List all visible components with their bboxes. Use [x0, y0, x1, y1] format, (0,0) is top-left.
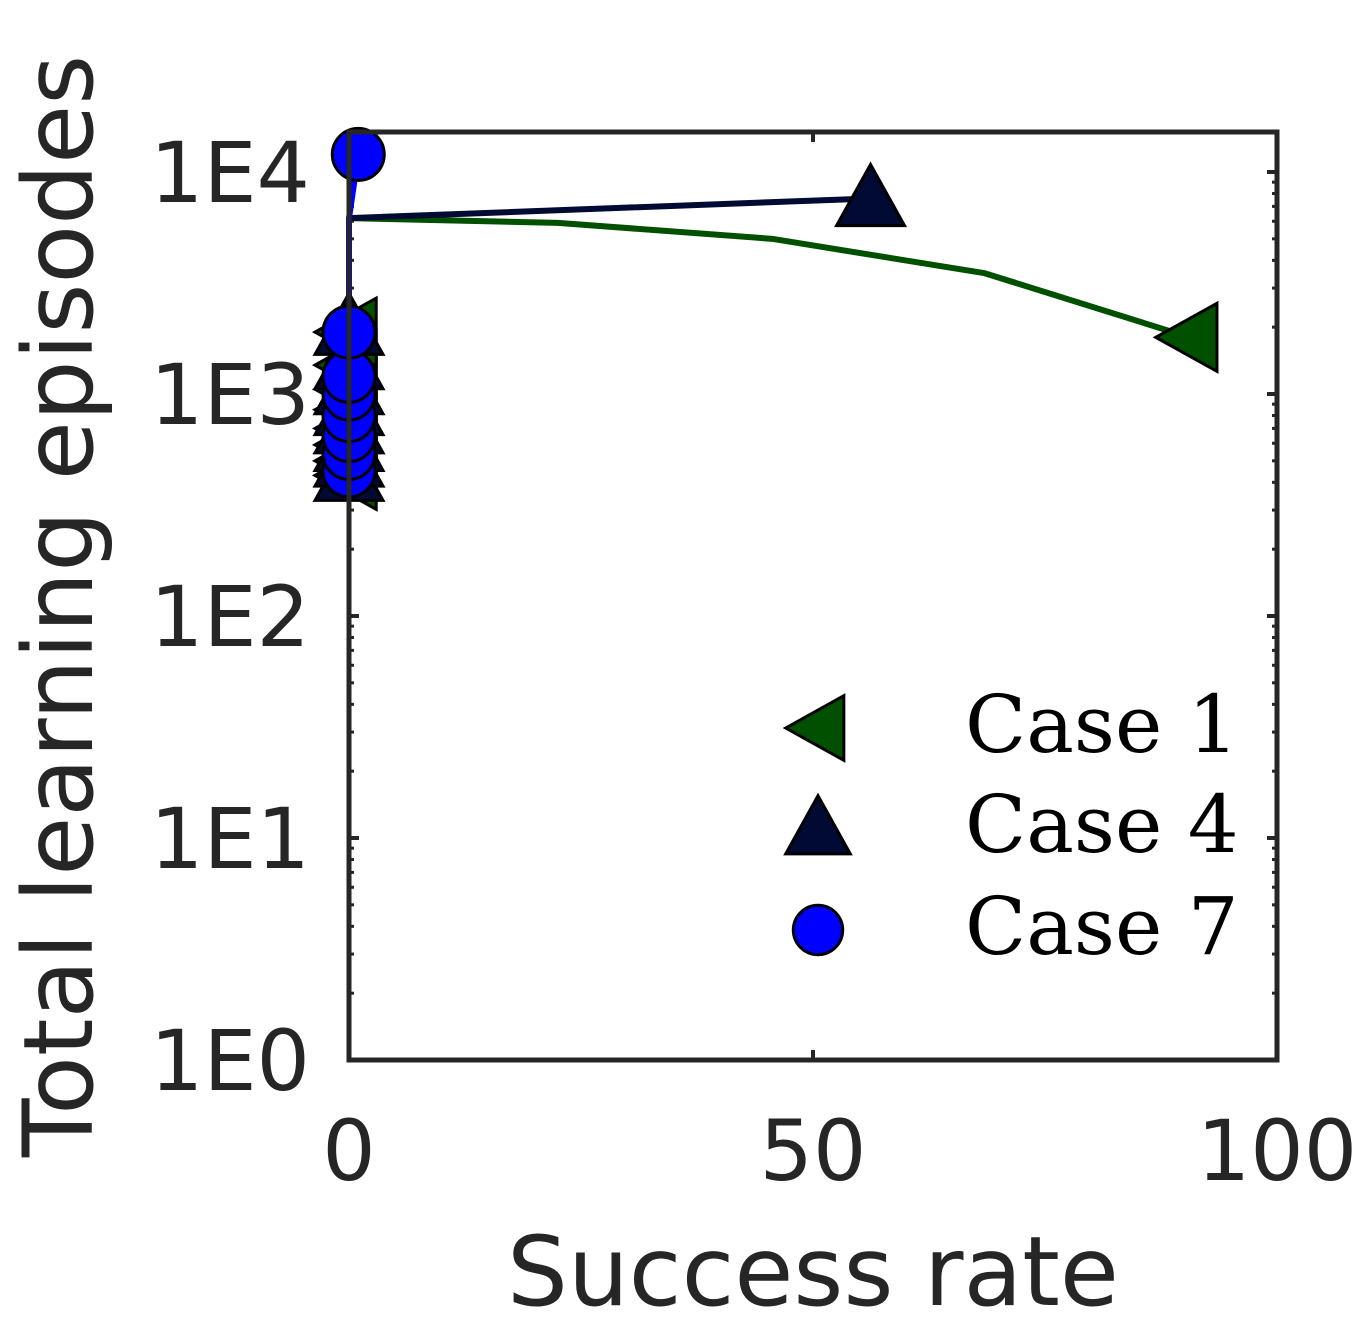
x-axis-label: Success rate — [507, 1216, 1119, 1321]
series-lines — [346, 153, 1191, 476]
y-axis-label: Total learning episodes — [3, 55, 115, 1158]
x-tick-label: 100 — [1197, 1102, 1357, 1200]
legend-marker-3 — [791, 903, 845, 957]
x-tick-label: 50 — [760, 1102, 867, 1200]
legend-label-1: Case 1 — [965, 678, 1239, 771]
legend-label-2: Case 4 — [965, 778, 1239, 871]
series-markers — [311, 126, 1219, 512]
series-line-1 — [346, 215, 1191, 476]
y-tick-label: 1E0 — [150, 1012, 310, 1110]
legend-marker-1 — [782, 693, 846, 763]
marker-case-1 — [1152, 300, 1219, 374]
y-tick-label: 1E3 — [150, 346, 310, 444]
plot-frame — [346, 129, 1280, 1063]
y-tick-label: 1E4 — [150, 124, 310, 222]
marker-case-7 — [330, 126, 386, 182]
marker-case-4 — [833, 161, 908, 228]
legend-marker-2 — [783, 792, 853, 856]
y-tick-label: 1E2 — [150, 568, 310, 666]
legend-label-3: Case 7 — [965, 880, 1239, 973]
tick-labels: 0 50 100 1E0 1E1 1E2 1E3 1E4 — [150, 124, 1357, 1200]
y-tick-label: 1E1 — [150, 790, 310, 888]
x-tick-label: 0 — [322, 1102, 375, 1200]
